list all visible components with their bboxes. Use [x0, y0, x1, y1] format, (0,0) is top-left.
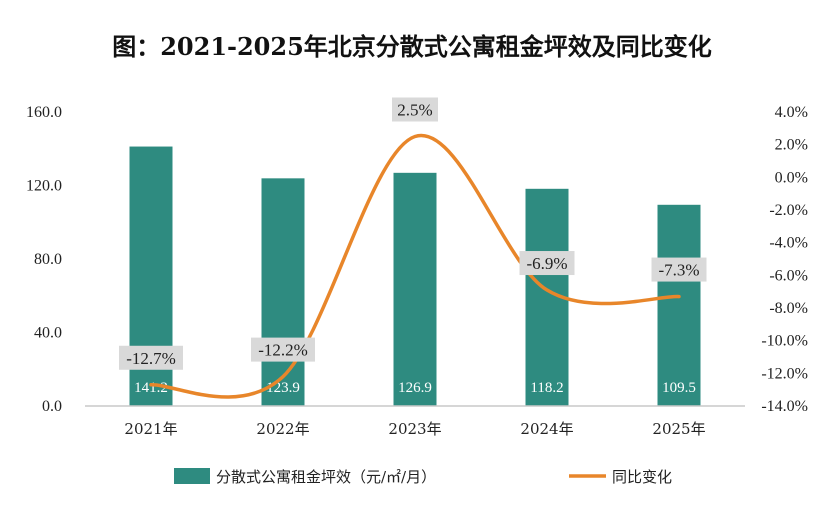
y-right-tick-label: -10.0% — [761, 333, 808, 350]
y-right-tick-label: -14.0% — [761, 398, 808, 415]
y-left-tick-label: 160.0 — [26, 104, 62, 121]
bar — [657, 204, 701, 406]
y-right-tick-label: -12.0% — [761, 365, 808, 382]
bar-value-label: 109.5 — [662, 380, 696, 396]
line-label-box — [119, 345, 183, 370]
y-right-tick-label: 0.0% — [775, 169, 808, 186]
line-label-box — [392, 97, 438, 122]
line-data-label: -12.2% — [258, 341, 308, 360]
line-label-box — [519, 251, 575, 276]
bar-value-label: 141.2 — [134, 380, 168, 396]
line-data-label: -12.7% — [126, 349, 176, 368]
bar — [261, 178, 305, 406]
bar-value-label: 126.9 — [398, 380, 432, 396]
x-tick-label: 2025年 — [652, 420, 705, 438]
y-axis-left: 0.0 40.0 80.0 120.0 160.0 — [26, 104, 62, 415]
chart-title: 图：2021-2025年北京分散式公寓租金坪效及同比变化 — [112, 32, 712, 61]
line-data-label: 2.5% — [397, 101, 432, 120]
line-label-box — [651, 257, 707, 282]
x-tick-label: 2021年 — [124, 420, 177, 438]
bar-value-label: 123.9 — [266, 380, 300, 396]
y-left-tick-label: 80.0 — [34, 251, 62, 268]
legend: 分散式公寓租金坪效（元/㎡/月） 同比变化 — [174, 468, 672, 486]
legend-bar-swatch — [174, 468, 210, 484]
y-right-tick-label: -4.0% — [769, 235, 808, 252]
x-tick-label: 2022年 — [256, 420, 309, 438]
line-data-label: -6.9% — [526, 254, 567, 273]
line-label-box — [251, 337, 315, 362]
x-tick-label: 2023年 — [388, 420, 441, 438]
y-right-tick-label: -2.0% — [769, 202, 808, 219]
legend-line-label: 同比变化 — [612, 468, 672, 486]
y-right-tick-label: -6.0% — [769, 267, 808, 284]
y-right-tick-label: 2.0% — [775, 137, 808, 154]
yoy-line-series — [149, 133, 681, 399]
bar-value-label: 118.2 — [530, 380, 563, 396]
line-data-labels: -12.7% -12.2% 2.5% -6.9% -7.3% — [119, 97, 707, 370]
bar — [393, 172, 437, 406]
y-right-tick-label: 4.0% — [775, 104, 808, 121]
y-left-tick-label: 0.0 — [42, 398, 62, 415]
legend-bar-label: 分散式公寓租金坪效（元/㎡/月） — [216, 468, 436, 486]
y-right-tick-label: -8.0% — [769, 300, 808, 317]
bar-series: 141.2 123.9 126.9 118.2 109.5 — [129, 146, 701, 407]
x-tick-label: 2024年 — [520, 420, 573, 438]
line-data-label: -7.3% — [658, 261, 699, 280]
y-axis-right: -14.0% -12.0% -10.0% -8.0% -6.0% -4.0% -2.0% 0.… — [761, 104, 808, 415]
y-left-tick-label: 120.0 — [26, 178, 62, 195]
x-axis: 2021年 2022年 2023年 2024年 2025年 — [124, 420, 705, 438]
y-left-tick-label: 40.0 — [34, 325, 62, 342]
